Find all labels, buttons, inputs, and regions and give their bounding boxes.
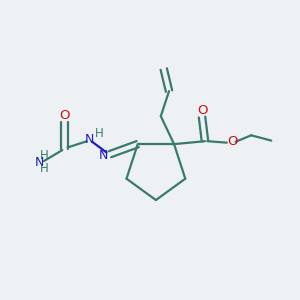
Text: N: N bbox=[35, 156, 45, 169]
Text: O: O bbox=[227, 135, 238, 148]
Text: H: H bbox=[94, 128, 103, 140]
Text: N: N bbox=[99, 149, 108, 162]
Text: O: O bbox=[59, 110, 70, 122]
Text: H: H bbox=[40, 149, 49, 162]
Text: H: H bbox=[40, 162, 49, 175]
Text: O: O bbox=[197, 104, 207, 117]
Text: N: N bbox=[85, 133, 94, 146]
